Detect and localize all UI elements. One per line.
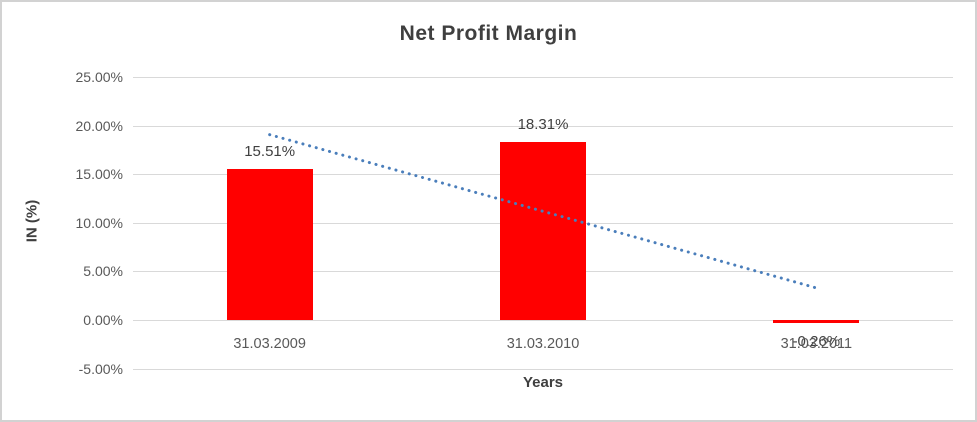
y-gridline bbox=[133, 125, 953, 127]
y-tick-label: -5.00% bbox=[78, 360, 123, 377]
y-tick-label: 0.00% bbox=[83, 312, 123, 328]
y-tick-label: 5.00% bbox=[83, 263, 123, 280]
x-tick-label: 31.03.2009 bbox=[233, 336, 306, 352]
x-axis-title: Years bbox=[522, 374, 564, 391]
y-gridline bbox=[133, 320, 953, 321]
bar-data-label: 18.31% bbox=[517, 116, 569, 134]
y-tick-label: 10.00% bbox=[75, 214, 123, 231]
chart-title: Net Profit Margin bbox=[399, 22, 578, 45]
y-tick-label: 20.00% bbox=[75, 117, 123, 134]
bar-31.03.2011 bbox=[773, 320, 860, 323]
bar-31.03.2010 bbox=[500, 142, 586, 320]
y-tick-label: 25.00% bbox=[75, 69, 123, 85]
bar-data-label: 15.51% bbox=[244, 143, 296, 161]
x-tick-label: 31.03.2010 bbox=[506, 336, 580, 352]
x-tick-label: 31.03.2011 bbox=[780, 336, 853, 352]
y-gridline bbox=[133, 368, 953, 370]
bar-31.03.2009 bbox=[226, 169, 313, 320]
y-tick-label: 15.00% bbox=[75, 166, 123, 183]
bar-data-label: -0.26% bbox=[792, 332, 841, 350]
y-gridline bbox=[133, 77, 953, 78]
